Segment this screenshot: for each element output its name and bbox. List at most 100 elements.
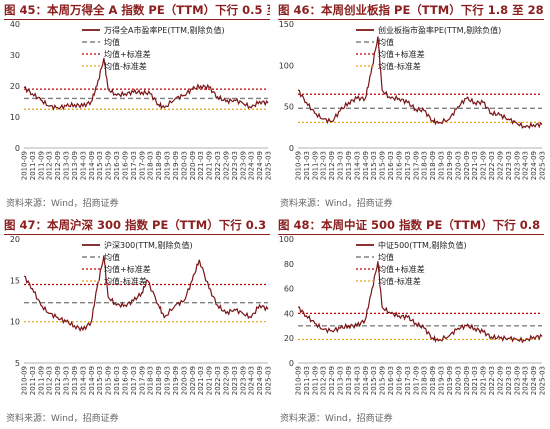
legend-label: 均值 xyxy=(104,252,120,262)
x-tick-label: 2019-03 xyxy=(438,151,446,180)
x-tick-label: 2016-09 xyxy=(121,151,129,180)
x-tick-label: 2018-03 xyxy=(147,366,155,395)
chart-title: 图 46：本周创业板指 PE（TTM）下行 1.8 至 28.4 xyxy=(278,3,544,17)
x-tick-label: 2018-03 xyxy=(147,151,155,180)
x-tick-label: 2013-03 xyxy=(63,366,71,395)
legend-label: 均值+标准差 xyxy=(104,264,151,274)
x-tick-label: 2015-09 xyxy=(105,151,113,180)
y-tick-label: 100 xyxy=(279,61,294,70)
x-tick-label: 2021-09 xyxy=(206,151,214,180)
x-tick-label: 2015-03 xyxy=(96,151,104,180)
x-tick-label: 2012-09 xyxy=(54,151,62,180)
legend-label: 沪深300(TTM,剔除负值) xyxy=(104,240,193,250)
x-tick-label: 2024-09 xyxy=(530,366,538,395)
y-tick-label: 0 xyxy=(15,144,20,153)
x-tick-label: 2022-09 xyxy=(496,151,504,180)
source-note: 资料来源：Wind，招商证券 xyxy=(280,199,393,209)
legend-label: 创业板指市盈率PE(TTM,剔除负值) xyxy=(378,25,501,35)
legend-label: 均值+标准差 xyxy=(378,49,425,59)
x-tick-label: 2023-03 xyxy=(231,366,239,395)
x-tick-label: 2014-03 xyxy=(353,366,361,395)
y-tick-label: 10 xyxy=(10,318,20,327)
x-tick-label: 2014-03 xyxy=(79,366,87,395)
x-tick-label: 2021-03 xyxy=(471,366,479,395)
x-tick-label: 2022-03 xyxy=(214,366,222,395)
x-tick-label: 2023-09 xyxy=(239,366,247,395)
title-underline xyxy=(4,234,270,235)
chart-svg: 5 10 15 20 2010-09 2011-03 2011-09 2012-03 2012-… xyxy=(10,235,273,395)
x-tick-label: 2017-09 xyxy=(138,366,146,395)
x-tick-label: 2020-03 xyxy=(454,151,462,180)
x-tick-label: 2022-09 xyxy=(496,366,504,395)
x-tick-label: 2018-03 xyxy=(421,151,429,180)
x-tick-label: 2023-09 xyxy=(513,151,521,180)
x-tick-label: 2016-09 xyxy=(395,151,403,180)
y-tick-label: 80 xyxy=(284,260,294,269)
x-tick-label: 2018-09 xyxy=(155,151,163,180)
x-tick-label: 2024-03 xyxy=(248,366,256,395)
y-tick-label: 100 xyxy=(279,235,294,244)
y-tick-label: 50 xyxy=(284,103,294,112)
x-tick-label: 2013-09 xyxy=(71,366,79,395)
main-series-line xyxy=(297,36,543,130)
x-tick-label: 2016-03 xyxy=(387,366,395,395)
x-tick-label: 2011-09 xyxy=(37,151,45,180)
legend-label: 均值-标准差 xyxy=(378,276,421,286)
legend-label: 中证500(TTM,剔除负值) xyxy=(378,240,467,250)
x-tick-label: 2019-03 xyxy=(164,366,172,395)
y-tick-label: 20 xyxy=(10,235,20,244)
x-tick-label: 2010-09 xyxy=(21,366,29,395)
legend-label: 均值-标准差 xyxy=(104,276,147,286)
y-tick-label: 15 xyxy=(10,276,20,285)
x-tick-label: 2012-03 xyxy=(320,366,328,395)
x-tick-label: 2012-09 xyxy=(328,366,336,395)
x-tick-label: 2017-03 xyxy=(404,151,412,180)
x-tick-label: 2014-09 xyxy=(362,366,370,395)
x-tick-label: 2011-03 xyxy=(303,366,311,395)
x-tick-label: 2023-03 xyxy=(505,366,513,395)
source-note: 资料来源：Wind，招商证券 xyxy=(6,414,119,424)
legend-label: 万得全A市盈率PE(TTM,剔除负值) xyxy=(104,25,225,35)
x-tick-label: 2016-03 xyxy=(387,151,395,180)
x-tick-label: 2017-09 xyxy=(138,151,146,180)
x-tick-label: 2013-03 xyxy=(337,151,345,180)
x-tick-label: 2015-09 xyxy=(105,366,113,395)
x-tick-label: 2017-03 xyxy=(404,366,412,395)
x-tick-label: 2014-09 xyxy=(88,151,96,180)
x-tick-label: 2010-09 xyxy=(295,151,303,180)
x-tick-label: 2021-09 xyxy=(480,151,488,180)
y-tick-label: 20 xyxy=(10,82,20,91)
x-tick-label: 2016-09 xyxy=(395,366,403,395)
x-tick-label: 2016-03 xyxy=(113,151,121,180)
x-tick-label: 2023-03 xyxy=(231,151,239,180)
x-tick-label: 2012-09 xyxy=(328,151,336,180)
x-tick-label: 2018-09 xyxy=(429,366,437,395)
x-tick-label: 2025-03 xyxy=(265,366,273,395)
x-tick-label: 2023-09 xyxy=(239,151,247,180)
y-tick-label: 5 xyxy=(15,359,20,368)
x-tick-label: 2019-09 xyxy=(172,151,180,180)
x-tick-label: 2017-09 xyxy=(412,366,420,395)
x-tick-label: 2022-03 xyxy=(488,151,496,180)
y-tick-label: 40 xyxy=(284,309,294,318)
x-tick-label: 2018-09 xyxy=(155,366,163,395)
x-tick-label: 2013-03 xyxy=(337,366,345,395)
x-tick-label: 2020-09 xyxy=(189,366,197,395)
x-tick-label: 2012-03 xyxy=(320,151,328,180)
x-tick-label: 2023-09 xyxy=(513,366,521,395)
y-tick-label: 0 xyxy=(289,359,294,368)
legend-label: 均值-标准差 xyxy=(378,61,421,71)
x-tick-label: 2013-09 xyxy=(71,151,79,180)
x-tick-label: 2015-03 xyxy=(96,366,104,395)
x-tick-label: 2020-09 xyxy=(463,366,471,395)
y-tick-label: 20 xyxy=(284,334,294,343)
x-tick-label: 2014-03 xyxy=(79,151,87,180)
x-tick-label: 2016-03 xyxy=(113,366,121,395)
x-tick-label: 2019-09 xyxy=(446,151,454,180)
x-tick-label: 2011-03 xyxy=(29,151,37,180)
x-tick-label: 2023-03 xyxy=(505,151,513,180)
x-tick-label: 2021-03 xyxy=(197,151,205,180)
x-tick-label: 2011-09 xyxy=(37,366,45,395)
